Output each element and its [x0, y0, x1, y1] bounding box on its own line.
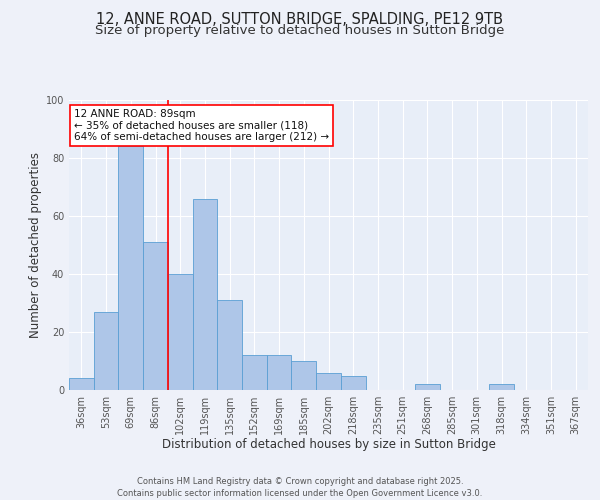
Bar [168, 274, 193, 390]
Bar [217, 300, 242, 390]
Bar [118, 146, 143, 390]
Bar [489, 384, 514, 390]
Bar [193, 198, 217, 390]
Text: 12, ANNE ROAD, SUTTON BRIDGE, SPALDING, PE12 9TB: 12, ANNE ROAD, SUTTON BRIDGE, SPALDING, … [97, 12, 503, 28]
Bar [242, 355, 267, 390]
Bar [267, 355, 292, 390]
Text: 12 ANNE ROAD: 89sqm
← 35% of detached houses are smaller (118)
64% of semi-detac: 12 ANNE ROAD: 89sqm ← 35% of detached ho… [74, 108, 329, 142]
Text: Contains HM Land Registry data © Crown copyright and database right 2025.
Contai: Contains HM Land Registry data © Crown c… [118, 476, 482, 498]
Bar [292, 361, 316, 390]
Bar [316, 372, 341, 390]
Y-axis label: Number of detached properties: Number of detached properties [29, 152, 41, 338]
Bar [143, 242, 168, 390]
Bar [94, 312, 118, 390]
X-axis label: Distribution of detached houses by size in Sutton Bridge: Distribution of detached houses by size … [161, 438, 496, 452]
Bar [415, 384, 440, 390]
Text: Size of property relative to detached houses in Sutton Bridge: Size of property relative to detached ho… [95, 24, 505, 37]
Bar [69, 378, 94, 390]
Bar [341, 376, 365, 390]
